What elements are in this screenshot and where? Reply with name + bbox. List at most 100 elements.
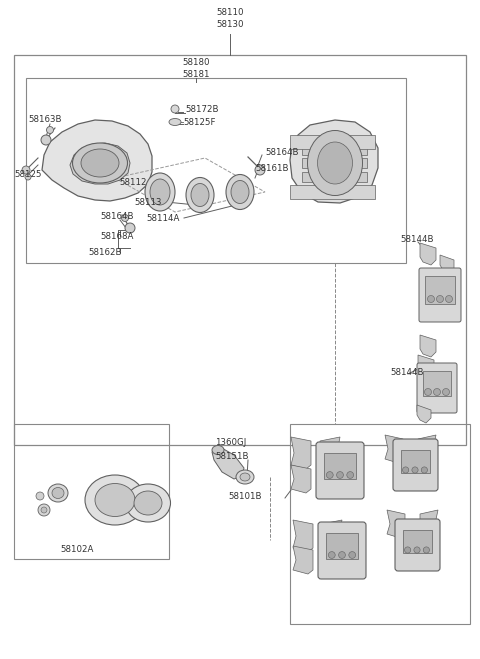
Text: 58180: 58180 <box>182 58 210 67</box>
Circle shape <box>414 547 420 553</box>
Polygon shape <box>385 435 403 463</box>
Text: 58163B: 58163B <box>28 115 61 124</box>
Ellipse shape <box>81 149 119 177</box>
Polygon shape <box>290 120 378 203</box>
Ellipse shape <box>72 143 128 183</box>
Polygon shape <box>322 520 342 552</box>
Ellipse shape <box>134 491 162 515</box>
Text: 58113: 58113 <box>134 198 162 207</box>
Circle shape <box>125 223 135 233</box>
Circle shape <box>38 504 50 516</box>
Text: 58164B: 58164B <box>100 212 133 221</box>
Text: 58144B: 58144B <box>390 368 423 377</box>
Circle shape <box>412 467 418 473</box>
Circle shape <box>443 389 449 395</box>
Circle shape <box>171 105 179 113</box>
FancyBboxPatch shape <box>316 442 364 499</box>
Ellipse shape <box>191 183 209 206</box>
Ellipse shape <box>231 181 249 204</box>
Circle shape <box>347 472 354 478</box>
Bar <box>14 424 169 559</box>
FancyBboxPatch shape <box>395 519 440 571</box>
Ellipse shape <box>240 473 250 481</box>
Polygon shape <box>440 255 454 273</box>
Circle shape <box>255 165 265 175</box>
Polygon shape <box>418 355 434 375</box>
Ellipse shape <box>95 484 135 517</box>
Circle shape <box>326 472 333 478</box>
Bar <box>326 533 358 559</box>
Ellipse shape <box>308 130 362 196</box>
Bar <box>290 185 375 199</box>
Circle shape <box>405 547 411 553</box>
Circle shape <box>403 467 409 473</box>
Bar <box>324 453 356 479</box>
Circle shape <box>36 492 44 500</box>
Circle shape <box>424 389 432 395</box>
Bar <box>403 530 432 553</box>
Bar <box>26 78 406 263</box>
Text: 58102A: 58102A <box>60 545 94 554</box>
Text: 58125F: 58125F <box>183 118 216 127</box>
Bar <box>302 158 367 168</box>
Bar <box>14 55 466 445</box>
Polygon shape <box>291 465 311 493</box>
Circle shape <box>336 472 343 478</box>
Text: 58162B: 58162B <box>88 248 121 257</box>
Circle shape <box>428 295 434 302</box>
Polygon shape <box>418 435 436 463</box>
Polygon shape <box>70 143 130 184</box>
Polygon shape <box>291 437 311 469</box>
Circle shape <box>328 552 335 558</box>
Text: 58181: 58181 <box>182 70 210 79</box>
Polygon shape <box>387 510 405 538</box>
Circle shape <box>349 552 356 558</box>
Ellipse shape <box>125 484 170 522</box>
Text: 58164B: 58164B <box>265 148 299 157</box>
Ellipse shape <box>212 445 224 455</box>
Bar <box>423 371 451 396</box>
Polygon shape <box>293 520 313 552</box>
Text: 58125: 58125 <box>14 170 41 179</box>
Circle shape <box>423 547 430 553</box>
Bar <box>290 424 470 624</box>
Ellipse shape <box>226 175 254 210</box>
Text: 1360GJ: 1360GJ <box>215 438 246 447</box>
Ellipse shape <box>145 173 175 211</box>
Ellipse shape <box>85 475 145 525</box>
Text: 58172B: 58172B <box>185 105 218 114</box>
Bar <box>425 276 455 304</box>
Circle shape <box>338 552 346 558</box>
Bar <box>401 450 430 473</box>
Polygon shape <box>420 243 436 265</box>
Polygon shape <box>320 437 340 469</box>
FancyBboxPatch shape <box>393 439 438 491</box>
Ellipse shape <box>236 470 254 484</box>
Text: 58168A: 58168A <box>100 232 133 241</box>
Polygon shape <box>42 120 152 201</box>
Polygon shape <box>212 447 244 479</box>
Circle shape <box>421 467 428 473</box>
FancyBboxPatch shape <box>419 268 461 322</box>
Polygon shape <box>417 405 431 423</box>
Text: 58161B: 58161B <box>255 164 288 173</box>
Polygon shape <box>420 335 436 357</box>
Text: 58151B: 58151B <box>215 452 249 461</box>
Circle shape <box>445 295 453 302</box>
Circle shape <box>41 135 51 145</box>
Ellipse shape <box>169 119 181 125</box>
Text: 58114A: 58114A <box>146 214 180 223</box>
Ellipse shape <box>48 484 68 502</box>
Circle shape <box>22 166 30 174</box>
Text: 58101B: 58101B <box>228 492 262 501</box>
Polygon shape <box>420 510 438 538</box>
Bar <box>302 172 367 182</box>
Circle shape <box>41 507 47 513</box>
FancyBboxPatch shape <box>417 363 457 413</box>
Text: 58130: 58130 <box>216 20 244 29</box>
Circle shape <box>433 389 441 395</box>
Ellipse shape <box>52 488 64 498</box>
Bar <box>290 135 375 149</box>
Circle shape <box>436 295 444 302</box>
Ellipse shape <box>150 179 170 205</box>
